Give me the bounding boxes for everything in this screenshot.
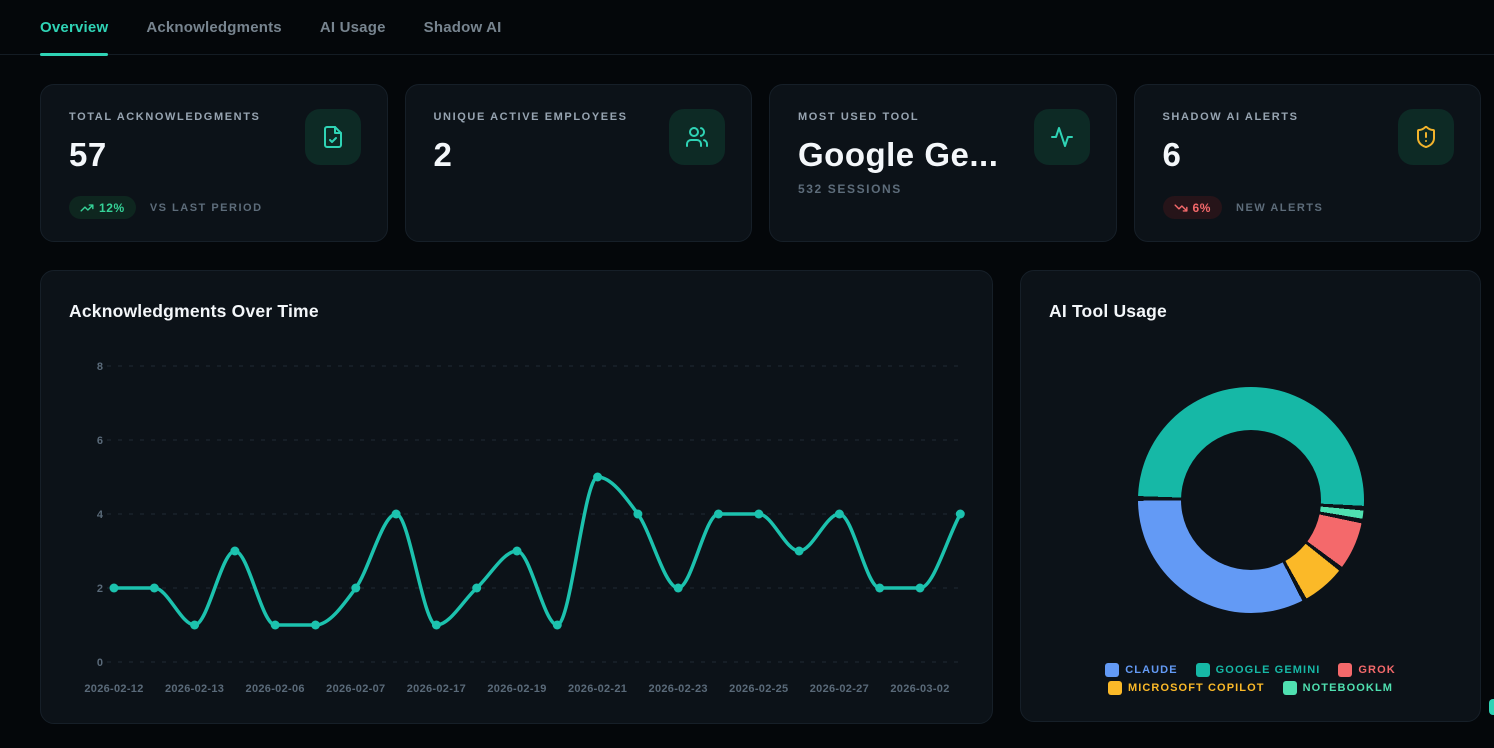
x-tick-label: 2026-02-21 (568, 683, 627, 695)
x-tick-label: 2026-03-02 (890, 683, 949, 695)
line-point[interactable] (472, 583, 482, 593)
line-point[interactable] (311, 620, 320, 630)
line-point[interactable] (431, 620, 441, 630)
charts-row: 0 2 4 6 8 2026-02-12 2026-02-13 2026-02-06 2026-… (40, 270, 1481, 724)
x-tick-label: 2026-02-13 (165, 683, 224, 695)
legend-swatch-icon (1105, 663, 1120, 677)
stat-value: 2 (433, 136, 453, 173)
activity-icon (1033, 109, 1090, 165)
legend-item[interactable]: NOTEBOOKLM (1282, 681, 1394, 695)
legend-item[interactable]: GOOGLE GEMINI (1195, 663, 1321, 677)
y-tick-label: 0 (97, 657, 103, 669)
trend-caption: VS LAST PERIOD (149, 201, 263, 214)
legend-item[interactable]: MICROSOFT COPILOT (1107, 681, 1265, 695)
x-tick-label: 2026-02-27 (810, 683, 869, 695)
legend-item[interactable]: CLAUDE (1105, 663, 1177, 677)
stat-value: 6 (1162, 136, 1182, 173)
line-point[interactable] (552, 620, 562, 630)
legend-swatch-icon (1107, 681, 1122, 695)
tab-overview[interactable]: Overview (40, 0, 109, 56)
line-point[interactable] (270, 620, 280, 630)
x-tick-label: 2026-02-17 (407, 683, 466, 695)
line-point[interactable] (190, 620, 200, 630)
stat-value: 57 (69, 136, 107, 173)
stat-cards-row: TOTAL ACKNOWLEDGMENTS 57 12% VS LAST PER… (40, 84, 1481, 242)
legend-label: GROK (1358, 664, 1396, 676)
line-point[interactable] (391, 509, 401, 519)
line-point[interactable] (794, 546, 804, 556)
stat-card-total-acknowledgments: TOTAL ACKNOWLEDGMENTS 57 12% VS LAST PER… (40, 84, 388, 242)
trend-caption: NEW ALERTS (1236, 201, 1324, 214)
chart-title: Acknowledgments Over Time (69, 301, 319, 321)
acknowledgments-over-time-card: 0 2 4 6 8 2026-02-12 2026-02-13 2026-02-06 2026-… (40, 270, 993, 724)
line-point[interactable] (149, 583, 159, 593)
legend-label: MICROSOFT COPILOT (1127, 682, 1265, 694)
x-tick-label: 2026-02-25 (729, 683, 788, 695)
line-point[interactable] (593, 472, 603, 482)
x-tick-label: 2026-02-06 (246, 683, 305, 695)
legend-row: MICROSOFT COPILOT NOTEBOOKLM (1099, 681, 1402, 695)
stat-subtext: 532 SESSIONS (798, 182, 902, 196)
x-tick-label: 2026-02-19 (487, 683, 546, 695)
stat-card-shadow-ai-alerts: SHADOW AI ALERTS 6 6% NEW ALERTS (1133, 84, 1481, 242)
y-tick-label: 8 (97, 361, 103, 373)
stat-card-unique-active-employees: UNIQUE ACTIVE EMPLOYEES 2 (404, 84, 752, 242)
x-tick-label: 2026-02-23 (649, 683, 708, 695)
trend-badge: 12% (69, 196, 136, 219)
stat-label: SHADOW AI ALERTS (1162, 111, 1299, 123)
trend-value: 12% (99, 200, 125, 215)
line-point[interactable] (754, 509, 764, 519)
y-tick-label: 6 (97, 435, 103, 447)
stat-label: TOTAL ACKNOWLEDGMENTS (69, 111, 261, 123)
legend-swatch-icon (1338, 663, 1353, 677)
legend-swatch-icon (1282, 681, 1297, 695)
tab-shadow-ai[interactable]: Shadow AI (423, 18, 502, 36)
line-point[interactable] (633, 509, 643, 519)
line-chart[interactable]: 0 2 4 6 8 2026-02-12 2026-02-13 2026-02-06 2026-… (41, 271, 994, 725)
tab-bar: Overview Acknowledgments AI Usage Shadow… (0, 0, 1494, 56)
line-point[interactable] (673, 583, 683, 593)
line-point[interactable] (834, 509, 844, 519)
legend-label: GOOGLE GEMINI (1215, 664, 1321, 676)
line-series (112, 475, 963, 627)
chart-legend: CLAUDE GOOGLE GEMINI GROK MICROSOFT COPILOT… (1021, 663, 1480, 695)
y-tick-label: 4 (97, 509, 104, 521)
line-point[interactable] (955, 509, 965, 519)
users-icon (669, 109, 725, 165)
donut-chart[interactable] (1138, 387, 1364, 613)
line-point[interactable] (109, 583, 119, 593)
stat-card-most-used-tool: MOST USED TOOL Google Ge... 532 SESSIONS (769, 84, 1117, 242)
line-point[interactable] (915, 583, 925, 593)
shield-alert-icon (1398, 109, 1454, 165)
tab-acknowledgments[interactable]: Acknowledgments (146, 18, 282, 36)
line-point[interactable] (875, 583, 885, 593)
x-tick-label: 2026-02-07 (326, 683, 385, 695)
line-point[interactable] (512, 546, 522, 556)
trending-up-icon (80, 203, 94, 212)
x-tick-label: 2026-02-12 (84, 683, 143, 695)
ai-tool-usage-card: AI Tool Usage CLAUDE GOOGLE GEMINI GROK MIC… (1020, 270, 1481, 722)
trending-down-icon (1173, 203, 1188, 212)
file-check-icon (304, 109, 361, 165)
stat-label: UNIQUE ACTIVE EMPLOYEES (433, 111, 628, 123)
stat-label: MOST USED TOOL (798, 111, 920, 123)
y-tick-label: 2 (97, 583, 103, 595)
tab-ai-usage[interactable]: AI Usage (319, 18, 386, 36)
offscreen-fab-sliver[interactable] (1489, 699, 1494, 715)
legend-label: CLAUDE (1125, 664, 1178, 676)
stat-value: Google Ge... (798, 136, 999, 173)
chart-title: AI Tool Usage (1049, 301, 1167, 321)
legend-swatch-icon (1195, 663, 1210, 677)
line-point[interactable] (351, 583, 361, 593)
trend-badge: 6% (1162, 196, 1223, 219)
legend-label: NOTEBOOKLM (1302, 682, 1394, 694)
legend-item[interactable]: GROK (1338, 663, 1395, 677)
trend-value: 6% (1192, 200, 1212, 215)
legend-row: CLAUDE GOOGLE GEMINI GROK (1096, 663, 1405, 677)
line-point[interactable] (230, 546, 240, 556)
line-point[interactable] (714, 509, 723, 519)
